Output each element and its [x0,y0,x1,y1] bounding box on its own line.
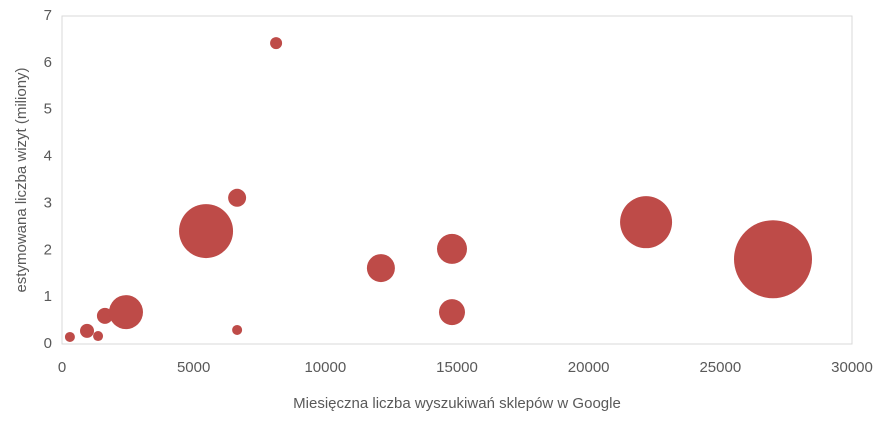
x-tick-label: 0 [58,359,66,376]
bubble [80,323,95,338]
bubble [436,233,467,264]
y-tick-label: 0 [44,335,52,352]
bubble [108,295,143,330]
x-axis-label: Miesięczna liczba wyszukiwań sklepów w G… [293,395,621,412]
bubble [228,188,247,207]
y-tick-label: 1 [44,288,52,305]
bubble [366,254,395,283]
bubble [93,331,104,342]
x-tick-label: 30000 [831,359,873,376]
bubble [179,204,234,259]
bubble [232,324,243,335]
x-tick-label: 25000 [699,359,741,376]
x-tick-label: 20000 [568,359,610,376]
bubble [620,196,673,249]
bubble [734,220,812,299]
y-tick-label: 7 [44,7,52,24]
x-tick-label: 5000 [177,359,210,376]
y-tick-label: 3 [44,194,52,211]
bubble [96,307,113,324]
y-tick-label: 4 [44,148,52,165]
bubble [270,37,283,50]
x-tick-label: 15000 [436,359,478,376]
y-tick-label: 2 [44,241,52,258]
bubble [64,331,75,342]
bubble [438,299,465,326]
plot-area [61,15,853,345]
y-tick-label: 5 [44,101,52,118]
x-tick-label: 10000 [304,359,346,376]
y-tick-label: 6 [44,54,52,71]
y-axis-label: estymowana liczba wizyt (miliony) [13,67,30,292]
